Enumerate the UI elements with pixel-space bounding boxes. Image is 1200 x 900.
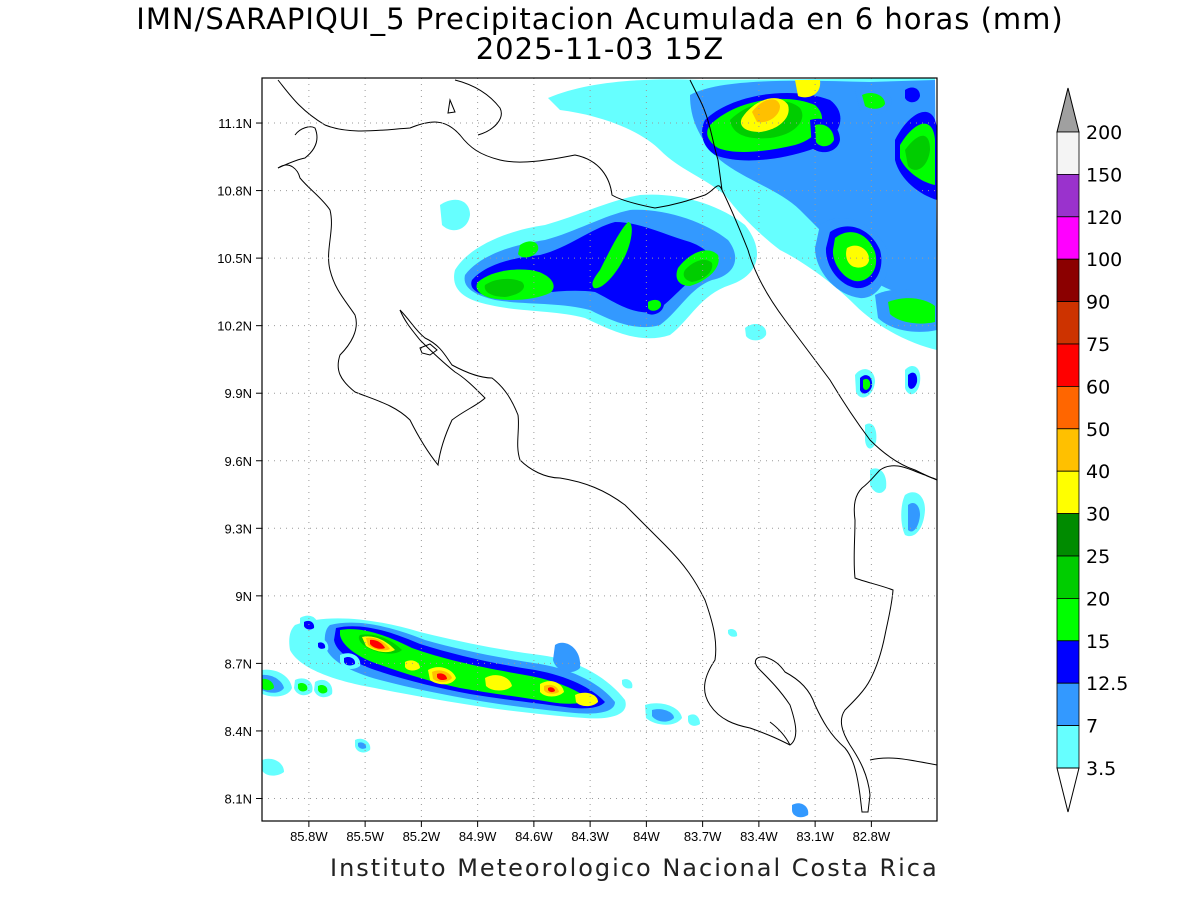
colorbar-label: 7 xyxy=(1086,716,1098,738)
colorbar-label: 12.5 xyxy=(1086,673,1128,695)
tick-label-lat: 9.3N xyxy=(225,521,252,536)
colorbar-swatch xyxy=(1056,216,1080,260)
colorbar-label: 100 xyxy=(1086,249,1122,271)
colorbar-swatch xyxy=(1056,258,1080,303)
tick-label-lon: 83.7W xyxy=(684,829,722,844)
colorbar-swatch xyxy=(1056,598,1080,642)
tick-label-lat: 8.4N xyxy=(225,724,252,739)
colorbar-label: 30 xyxy=(1086,504,1110,526)
colorbar-swatch xyxy=(1056,343,1080,387)
colorbar-swatch xyxy=(1056,131,1080,175)
tick-label-lat: 8.7N xyxy=(225,656,252,671)
tick-label-lat: 8.1N xyxy=(225,791,252,806)
colorbar-label: 50 xyxy=(1086,419,1110,441)
tick-label-lat: 9N xyxy=(235,589,252,604)
tick-label-lon: 83.4W xyxy=(740,829,778,844)
map-frame xyxy=(261,77,938,822)
tick-label-lat: 9.9N xyxy=(225,386,252,401)
colorbar-swatch xyxy=(1056,682,1080,727)
colorbar-label: 3.5 xyxy=(1086,758,1116,780)
map-title: IMN/SARAPIQUI_5 Precipitacion Acumulada … xyxy=(136,2,1064,36)
colorbar-label: 75 xyxy=(1086,334,1110,356)
tick-label-lat: 9.6N xyxy=(225,454,252,469)
colorbar-swatch xyxy=(1056,173,1080,218)
tick-label-lat: 10.8N xyxy=(217,184,252,199)
colorbar-label: 200 xyxy=(1086,122,1122,144)
colorbar-bottom-arrow xyxy=(1056,767,1080,813)
colorbar-swatch xyxy=(1056,513,1080,557)
colorbar-label: 20 xyxy=(1086,588,1110,610)
tick-label-lon: 84.9W xyxy=(459,829,497,844)
tick-label-lon: 85.2W xyxy=(403,829,441,844)
colorbar-label: 120 xyxy=(1086,207,1122,229)
colorbar-label: 60 xyxy=(1086,376,1110,398)
colorbar-label: 15 xyxy=(1086,631,1110,653)
map-valid-time: 2025-11-03 15Z xyxy=(475,32,725,66)
precip-cluster-northeast xyxy=(548,78,937,350)
tick-label-lon: 84W xyxy=(633,829,660,844)
tick-label-lon: 85.8W xyxy=(290,829,328,844)
colorbar-swatch xyxy=(1056,725,1080,769)
precip-cluster-south-band xyxy=(262,615,809,818)
colorbar: 200 150 120 100 90 75 60 50 40 30 25 20 15 12.5 7 3.5 xyxy=(1056,87,1128,813)
colorbar-top-arrow xyxy=(1056,87,1080,133)
coastlines-borders xyxy=(277,79,937,813)
colorbar-swatch xyxy=(1056,428,1080,472)
precip-cluster-north-band xyxy=(440,194,925,537)
colorbar-label: 40 xyxy=(1086,461,1110,483)
colorbar-swatch xyxy=(1056,385,1080,430)
map-axes: 85.8W 85.5W 85.2W 84.9W 84.6W 84.3W 84W 83.7W 83… xyxy=(217,116,891,844)
colorbar-label: 25 xyxy=(1086,546,1110,568)
colorbar-swatch xyxy=(1056,640,1080,684)
tick-label-lon: 84.6W xyxy=(515,829,553,844)
tick-label-lat: 10.2N xyxy=(217,319,252,334)
tick-label-lat: 11.1N xyxy=(218,116,252,131)
colorbar-label: 150 xyxy=(1086,164,1122,186)
tick-label-lon: 83.1W xyxy=(796,829,834,844)
precipitation-field xyxy=(262,78,937,818)
colorbar-swatch xyxy=(1056,555,1080,599)
tick-label-lon: 82.8W xyxy=(853,829,891,844)
colorbar-swatch xyxy=(1056,470,1080,515)
credit-text: Instituto Meteorologico Nacional Costa R… xyxy=(330,854,939,882)
colorbar-label: 90 xyxy=(1086,292,1110,314)
tick-label-lon: 84.3W xyxy=(571,829,609,844)
tick-label-lon: 85.5W xyxy=(346,829,384,844)
tick-label-lat: 10.5N xyxy=(217,251,252,266)
colorbar-swatch xyxy=(1056,301,1080,345)
